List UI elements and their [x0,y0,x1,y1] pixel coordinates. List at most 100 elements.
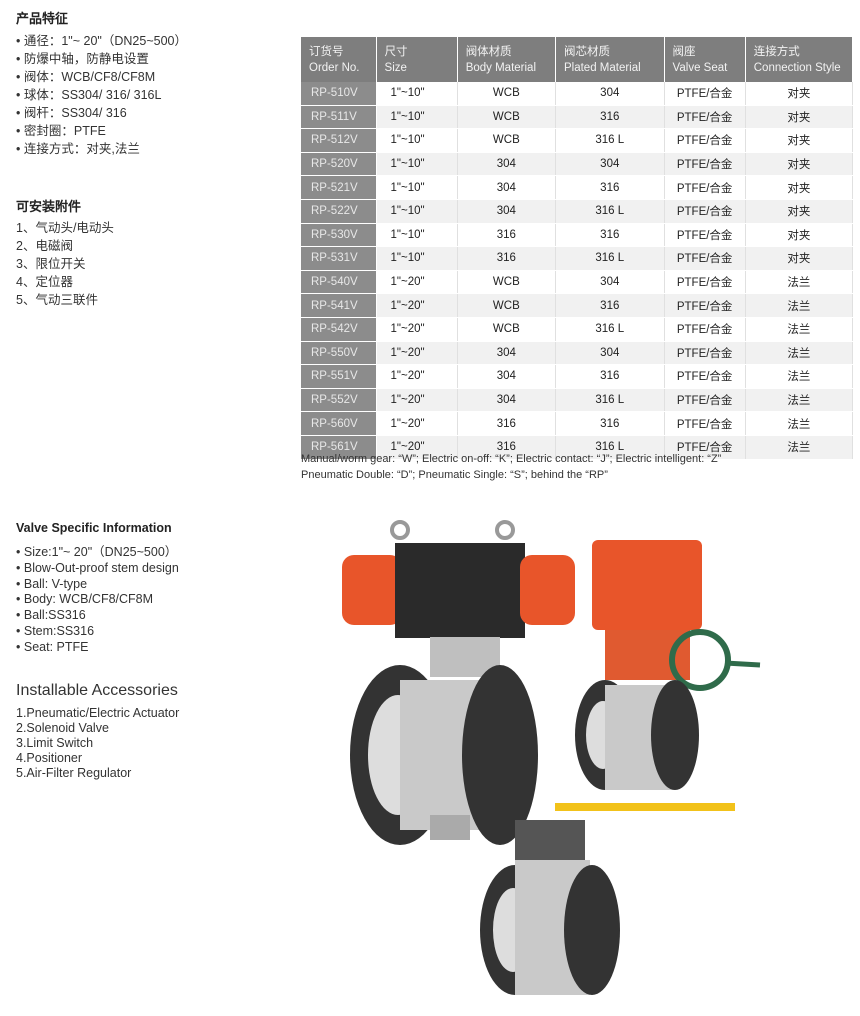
table-cell: PTFE/合金 [664,82,746,106]
table-cell: 1"~10" [376,246,458,271]
note-line: Manual/worm gear: “W”; Electric on-off: … [301,453,722,465]
table-cell: 法兰 [745,293,854,318]
table-cell: 1"~20" [376,435,458,460]
table-cell: 对夹 [745,128,854,153]
table-cell: RP-552V [301,388,377,413]
table-cell: PTFE/合金 [664,435,746,460]
manual-lever-valve-image [480,803,735,995]
accessories-en-list: 1.Pneumatic/Electric Actuator 2.Solenoid … [16,706,179,781]
list-item: 密封圈：PTFE [16,122,187,140]
table-cell: RP-510V [301,82,377,106]
table-cell: 法兰 [745,317,854,342]
header-cn: 阀座 [672,45,696,58]
table-cell: PTFE/合金 [664,175,746,200]
table-cell: WCB [457,105,556,130]
table-row: RP-512V 1"~10" WCB 316 L PTFE/合金 对夹 [301,128,854,153]
table-cell: 316 [555,293,665,318]
list-item: Ball: V-type [16,577,179,593]
table-cell: RP-520V [301,152,377,177]
table-cell: RP-542V [301,317,377,342]
table-row: RP-540V 1"~20" WCB 304 PTFE/合金 法兰 [301,270,854,295]
table-cell: 1"~10" [376,128,458,153]
table-cell: 对夹 [745,199,854,224]
order-code-note: Manual/worm gear: “W”; Electric on-off: … [301,451,721,483]
table-cell: 316 L [555,199,665,224]
table-cell: RP-531V [301,246,377,271]
list-item: 4.Positioner [16,751,83,765]
table-cell: 法兰 [745,435,854,460]
table-cell: RP-550V [301,341,377,366]
table-cell: 法兰 [745,388,854,413]
table-cell: 法兰 [745,341,854,366]
table-cell: PTFE/合金 [664,246,746,271]
list-item: 通径：1"~ 20"（DN25~500） [16,32,187,50]
table-cell: 对夹 [745,223,854,248]
column-header: 阀体材质 Body Material [457,37,556,82]
header-cn: 阀芯材质 [563,45,610,58]
header-en: Connection Style [753,61,841,74]
table-cell: RP-560V [301,411,377,436]
table-cell: 1"~20" [376,388,458,413]
table-cell: RP-551V [301,364,377,389]
table-cell: 1"~10" [376,152,458,177]
list-item: Seat: PTFE [16,640,179,656]
table-cell: 316 L [555,317,665,342]
list-item: Size:1"~ 20"（DN25~500） [16,545,179,561]
table-cell: PTFE/合金 [664,270,746,295]
table-row: RP-550V 1"~20" 304 304 PTFE/合金 法兰 [301,341,854,366]
table-cell: 1"~20" [376,317,458,342]
header-cn: 尺寸 [384,45,408,58]
table-cell: 304 [457,152,556,177]
table-row: RP-551V 1"~20" 304 316 PTFE/合金 法兰 [301,364,854,389]
table-cell: 316 [555,223,665,248]
header-en: Order No. [309,61,360,74]
table-cell: 法兰 [745,270,854,295]
table-cell: RP-541V [301,293,377,318]
table-row: RP-511V 1"~10" WCB 316 PTFE/合金 对夹 [301,105,854,130]
header-en: Plated Material [563,61,641,74]
list-item: 2.Solenoid Valve [16,721,109,735]
features-en-title: Valve Specific Information [16,521,172,535]
list-item: 4、定位器 [16,275,73,289]
column-header: 尺寸 Size [376,37,458,82]
table-cell: 304 [555,82,665,106]
table-cell: PTFE/合金 [664,223,746,248]
column-header: 连接方式 Connection Style [745,37,854,82]
table-cell: 316 [555,364,665,389]
table-cell: 316 [555,105,665,130]
list-item: 3、限位开关 [16,257,86,271]
list-item: 防爆中轴，防静电设置 [16,50,187,68]
list-item: 2、电磁阀 [16,239,73,253]
table-cell: 316 L [555,128,665,153]
accessories-cn-title: 可安装附件 [16,199,82,214]
table-cell: 1"~10" [376,199,458,224]
pneumatic-valve-image [342,520,575,845]
header-cn: 阀体材质 [465,45,512,58]
table-cell: PTFE/合金 [664,152,746,177]
header-cn: 连接方式 [753,45,800,58]
list-item: 3.Limit Switch [16,736,94,750]
table-row: RP-520V 1"~10" 304 304 PTFE/合金 对夹 [301,152,854,177]
table-cell: 1"~20" [376,341,458,366]
table-row: RP-521V 1"~10" 304 316 PTFE/合金 对夹 [301,175,854,200]
header-cn: 订货号 [309,45,344,58]
order-table: 订货号 Order No. 尺寸 Size 阀体材质 Body Material 阀芯材质 P… [301,37,854,460]
table-cell: WCB [457,128,556,153]
features-en-list: Size:1"~ 20"（DN25~500）Blow-Out-proof ste… [16,545,179,656]
table-cell: PTFE/合金 [664,388,746,413]
header-en: Size [384,61,407,74]
list-item: 1.Pneumatic/Electric Actuator [16,706,180,720]
table-cell: 对夹 [745,246,854,271]
table-cell: PTFE/合金 [664,293,746,318]
table-row: RP-541V 1"~20" WCB 316 PTFE/合金 法兰 [301,293,854,318]
table-cell: PTFE/合金 [664,364,746,389]
table-cell: WCB [457,82,556,106]
list-item: 阀体：WCB/CF8/CF8M [16,68,187,86]
header-en: Valve Seat [672,61,728,74]
table-cell: 1"~10" [376,82,458,106]
table-body: RP-510V 1"~10" WCB 304 PTFE/合金 对夹 RP-511V 1"~10… [301,82,854,460]
list-item: 阀杆：SS304/ 316 [16,104,187,122]
features-cn-list: 通径：1"~ 20"（DN25~500）防爆中轴，防静电设置阀体：WCB/CF8… [16,32,187,158]
table-cell: 316 [457,223,556,248]
